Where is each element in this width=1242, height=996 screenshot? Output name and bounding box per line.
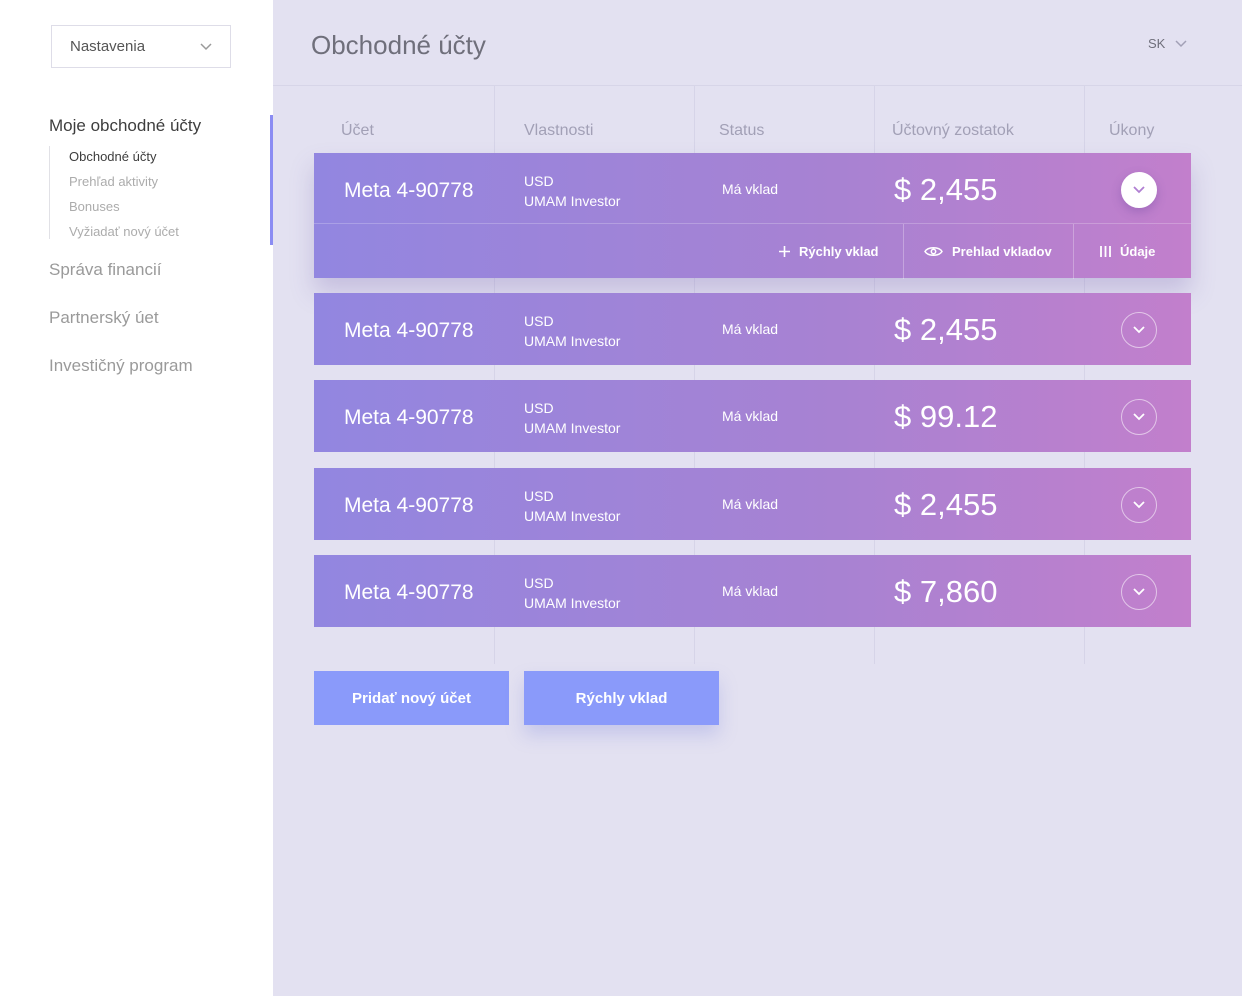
action-divider [1073,224,1074,279]
account-status: Má vklad [722,408,779,424]
plus-icon [779,246,790,257]
account-properties: USD UMAM Investor [524,573,620,613]
column-divider [694,86,695,664]
eye-icon [924,247,943,256]
account-properties: USD UMAM Investor [524,311,620,351]
chevron-down-icon [1133,413,1145,421]
column-header-account: Účet [341,122,374,139]
account-type: UMAM Investor [524,420,621,436]
row-expand-button[interactable] [1121,487,1157,523]
quick-deposit-button[interactable]: Rýchly vklad [524,671,719,725]
details-action-label: Údaje [1120,244,1156,259]
account-status: Má vklad [722,583,779,599]
account-number: Meta 4-90778 [344,406,474,429]
account-currency: USD [524,173,554,189]
row-collapse-button[interactable] [1121,172,1157,208]
deposit-overview-action-label: Prehlad vkladov [952,244,1052,259]
nav-section-trading-accounts[interactable]: Moje obchodné účty [49,116,202,135]
page-title: Obchodné účty [311,30,486,60]
language-value: SK [1148,36,1166,51]
row-actions-bar: Rýchly vklad Prehlad vkladov Údaje [314,223,1191,279]
chevron-down-icon [1133,326,1145,334]
chevron-down-icon [1133,186,1145,194]
account-properties: USD UMAM Investor [524,486,620,526]
row-expand-button[interactable] [1121,399,1157,435]
main-content: Obchodné účty SK Účet Vlastnosti Status … [273,0,1242,996]
account-row[interactable]: Meta 4-90778 USD UMAM Investor Má vklad … [314,293,1191,365]
deposit-overview-action[interactable]: Prehlad vkladov [924,224,1052,279]
chevron-down-icon [1133,501,1145,509]
add-account-button[interactable]: Pridať nový účet [314,671,509,725]
account-status: Má vklad [722,181,779,197]
account-row[interactable]: Meta 4-90778 USD UMAM Investor Má vklad … [314,380,1191,452]
account-type: UMAM Investor [524,508,621,524]
account-number: Meta 4-90778 [344,581,474,604]
account-properties: USD UMAM Investor [524,171,620,211]
account-row[interactable]: Meta 4-90778 USD UMAM Investor Má vklad … [314,555,1191,627]
account-status: Má vklad [722,496,779,512]
settings-dropdown[interactable]: Nastavenia [51,25,231,68]
column-header-actions: Úkony [1109,122,1155,139]
column-divider [874,86,875,664]
account-row[interactable]: Meta 4-90778 USD UMAM Investor Má vklad … [314,468,1191,540]
account-currency: USD [524,575,554,591]
quick-deposit-action[interactable]: Rýchly vklad [779,224,879,279]
chevron-down-icon [1133,588,1145,596]
account-number: Meta 4-90778 [344,319,474,342]
account-status: Má vklad [722,321,779,337]
subnav: Obchodné účty Prehľad aktivity Bonuses V… [49,146,249,239]
account-currency: USD [524,488,554,504]
account-row[interactable]: Meta 4-90778 USD UMAM Investor Má vklad … [314,153,1191,279]
account-balance: $ 2,455 [894,312,998,347]
header-divider [273,85,1242,86]
chevron-down-icon [200,42,212,50]
nav-section-finance[interactable]: Správa financií [49,260,162,279]
nav-section-investment[interactable]: Investičný program [49,356,193,375]
column-divider [494,86,495,664]
account-balance: $ 7,860 [894,574,998,609]
sidebar: Nastavenia Moje obchodné účty Obchodné ú… [0,0,273,996]
details-action[interactable]: Údaje [1100,224,1155,279]
subnav-item-bonuses[interactable]: Bonuses [69,199,120,214]
action-divider [903,224,904,279]
column-divider [1084,86,1085,664]
account-balance: $ 2,455 [894,172,998,207]
account-currency: USD [524,400,554,416]
subnav-item-request-account[interactable]: Vyžiadať nový účet [69,224,179,239]
row-expand-button[interactable] [1121,574,1157,610]
subnav-item-trading-accounts[interactable]: Obchodné účty [69,149,157,164]
account-currency: USD [524,313,554,329]
chevron-down-icon [1175,39,1187,47]
account-type: UMAM Investor [524,333,621,349]
column-header-balance: Účtovný zostatok [892,122,1014,139]
account-type: UMAM Investor [524,193,621,209]
quick-deposit-action-label: Rýchly vklad [799,244,879,259]
column-header-status: Status [719,122,765,139]
language-selector[interactable]: SK [1148,36,1187,51]
nav-active-indicator [270,115,273,245]
row-expand-button[interactable] [1121,312,1157,348]
subnav-item-activity-overview[interactable]: Prehľad aktivity [69,174,159,189]
column-header-properties: Vlastnosti [524,122,594,139]
account-number: Meta 4-90778 [344,179,474,202]
account-type: UMAM Investor [524,595,621,611]
account-balance: $ 2,455 [894,487,998,522]
settings-dropdown-value: Nastavenia [70,38,146,55]
account-number: Meta 4-90778 [344,494,474,517]
nav-section-partner[interactable]: Partnerský úet [49,308,159,327]
account-properties: USD UMAM Investor [524,398,620,438]
account-balance: $ 99.12 [894,399,998,434]
bars-icon [1100,246,1111,257]
